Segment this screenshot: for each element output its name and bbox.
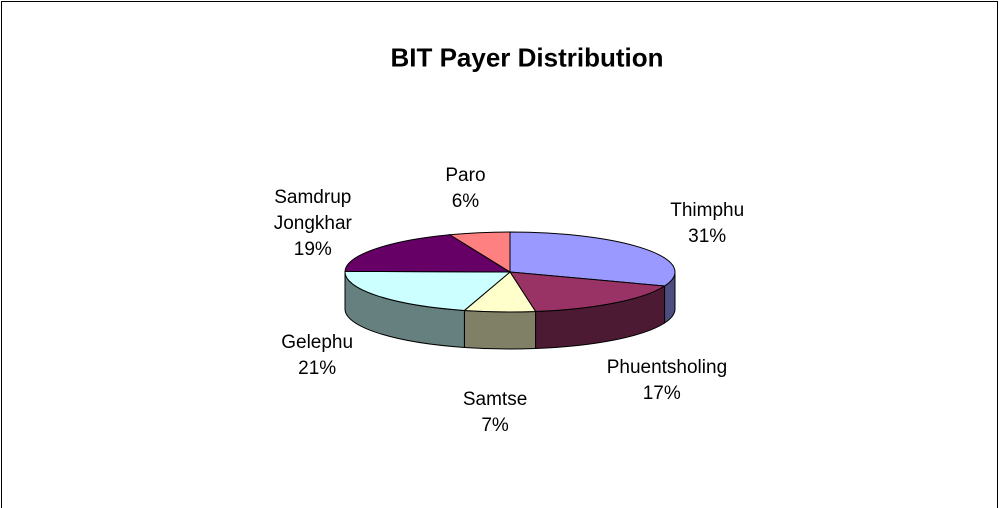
slice-label: Paro 6%	[445, 163, 485, 215]
category-label: Samdrup Jongkhar	[273, 187, 352, 235]
slice-label: Samtse 7%	[463, 387, 527, 439]
slice	[448, 231, 511, 273]
category-label: Gelephu	[281, 331, 354, 353]
slice	[509, 231, 676, 287]
slice-label: Thimphu 31%	[670, 198, 744, 250]
value-label: 31%	[688, 226, 727, 248]
value-label: 6%	[451, 191, 480, 213]
value-label: 21%	[298, 357, 337, 379]
slice	[344, 270, 512, 311]
slice-label: Gelephu 21%	[281, 330, 353, 382]
category-label: Paro	[445, 165, 486, 187]
slice-label: Phuentsholing 17%	[606, 355, 728, 407]
category-label: Phuentsholing	[606, 357, 728, 379]
value-label: 19%	[293, 239, 332, 261]
category-label: Samtse	[462, 388, 528, 410]
value-label: 7%	[481, 414, 509, 436]
slice	[344, 234, 512, 273]
value-label: 17%	[642, 383, 681, 405]
slice	[509, 271, 667, 313]
category-label: Thimphu	[670, 200, 745, 222]
slice-label: Samdrup Jongkhar 19%	[258, 185, 368, 263]
slice-side	[463, 309, 537, 350]
chart-title: BIT Payer Distribution	[390, 42, 664, 73]
